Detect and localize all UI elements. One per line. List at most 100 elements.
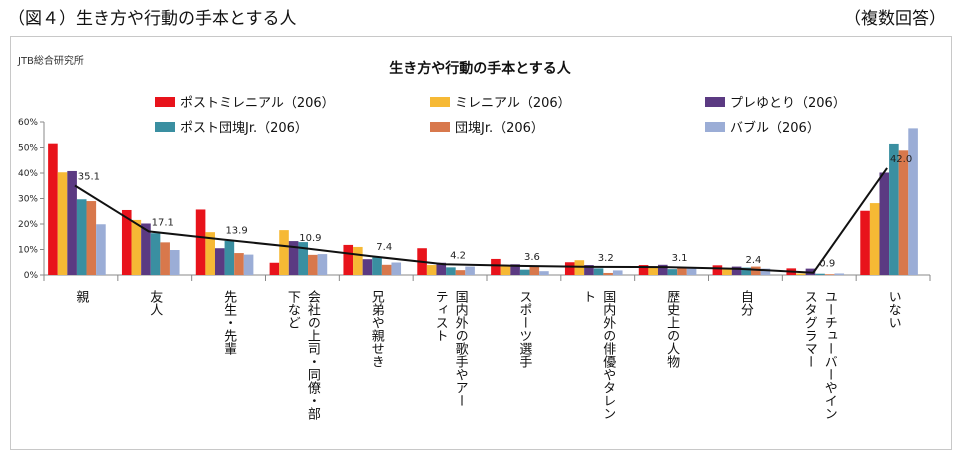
y-tick-label: 40% [18, 169, 38, 179]
bar [824, 274, 835, 275]
bar [510, 264, 520, 275]
bar [908, 128, 918, 275]
bar [603, 272, 613, 275]
legend-label: プレゆとり（206） [730, 96, 846, 111]
bar [446, 267, 456, 275]
legend-item: バブル（206） [705, 117, 820, 136]
x-category-label: 自分 [738, 290, 754, 317]
bar [205, 232, 215, 275]
x-category-label: いない [886, 290, 901, 329]
y-tick-label: 30% [18, 195, 38, 205]
legend-swatch [705, 121, 725, 132]
bar [298, 242, 309, 275]
x-category-label: ティスト [433, 290, 448, 342]
bar [638, 265, 649, 275]
total-line [74, 167, 888, 274]
bar [362, 259, 373, 275]
x-category-label: 国内外の俳優やタレン [600, 290, 616, 420]
total-data-label: 35.1 [78, 171, 100, 182]
total-data-label: 4.2 [450, 250, 466, 261]
chart-title: 生き方や行動の手本とする人 [389, 61, 571, 77]
bar [317, 254, 328, 275]
y-tick-label: 50% [18, 144, 38, 154]
bar [657, 264, 668, 275]
total-data-label: 2.4 [745, 255, 761, 266]
legend-item: ポスト団塊Jr.（206） [155, 117, 308, 136]
bar [677, 267, 687, 275]
bar [224, 240, 235, 275]
bar [372, 257, 382, 275]
bar [796, 273, 806, 275]
total-data-label: 42.0 [890, 154, 912, 165]
bar [279, 230, 289, 275]
x-category-label: 国内外の歌手やアー [453, 290, 469, 407]
figure-title: （図４）生き方や行動の手本とする人 [8, 9, 297, 29]
bar [741, 267, 752, 275]
legend-label: バブル（206） [730, 121, 820, 136]
x-category-label: 下など [285, 290, 301, 329]
bar [455, 270, 466, 275]
bar [243, 254, 254, 275]
bar [150, 233, 161, 275]
x-category-label: 先生・先輩 [221, 290, 237, 355]
bar [529, 265, 540, 275]
bar [815, 273, 825, 275]
y-tick-label: 10% [18, 246, 38, 256]
bar [391, 262, 402, 275]
bar [214, 248, 225, 275]
total-data-label: 3.2 [598, 253, 614, 264]
bar [308, 254, 318, 275]
bar [169, 250, 180, 275]
bar [834, 273, 845, 275]
bar [48, 143, 58, 275]
x-category-label: ユーチューバーやイン [822, 290, 838, 420]
source-label: JTB総合研究所 [18, 56, 84, 67]
bar [519, 269, 530, 275]
legend-swatch [430, 96, 450, 107]
legend-swatch [155, 96, 175, 107]
bar [353, 246, 363, 275]
bar [667, 269, 678, 275]
bar [491, 258, 501, 275]
total-data-label: 7.4 [376, 242, 392, 253]
bar [889, 143, 899, 275]
bar [288, 241, 299, 275]
x-category-label: スタグラマー [802, 290, 818, 368]
bar [234, 253, 244, 275]
bar [465, 266, 475, 275]
bar [898, 150, 909, 275]
bar [612, 270, 623, 275]
bar [869, 203, 880, 275]
bar [121, 209, 132, 275]
bar [269, 262, 280, 275]
bar [751, 266, 761, 275]
bar [426, 265, 437, 275]
bar [160, 242, 170, 275]
bar [500, 265, 511, 275]
total-data-label: 0.9 [819, 259, 835, 270]
bar [96, 224, 106, 275]
bar [343, 244, 354, 275]
legend-swatch [705, 96, 725, 107]
bar [57, 172, 68, 275]
legend-item: プレゆとり（206） [705, 92, 846, 111]
total-data-label: 3.1 [672, 253, 688, 264]
total-data-label: 10.9 [299, 233, 321, 244]
legend-swatch [430, 121, 450, 132]
legend-label: ポストミレニアル（206） [180, 96, 335, 111]
bar [648, 266, 658, 275]
x-category-label: スポーツ選手 [516, 290, 532, 368]
total-data-label: 13.9 [225, 226, 247, 237]
legend-label: ミレニアル（206） [455, 96, 571, 111]
bar [712, 265, 723, 275]
multiple-answer-note: （複数回答） [844, 9, 946, 29]
x-category-label: 兄弟や親せき [369, 290, 385, 368]
bar [141, 223, 151, 275]
x-category-label: 歴史上の人物 [664, 290, 680, 369]
legend-label: ポスト団塊Jr.（206） [180, 121, 308, 136]
x-category-label: ト [580, 290, 595, 303]
bar [722, 268, 732, 275]
legend-item: 団塊Jr.（206） [430, 117, 544, 136]
x-category-label: 親 [73, 290, 89, 304]
